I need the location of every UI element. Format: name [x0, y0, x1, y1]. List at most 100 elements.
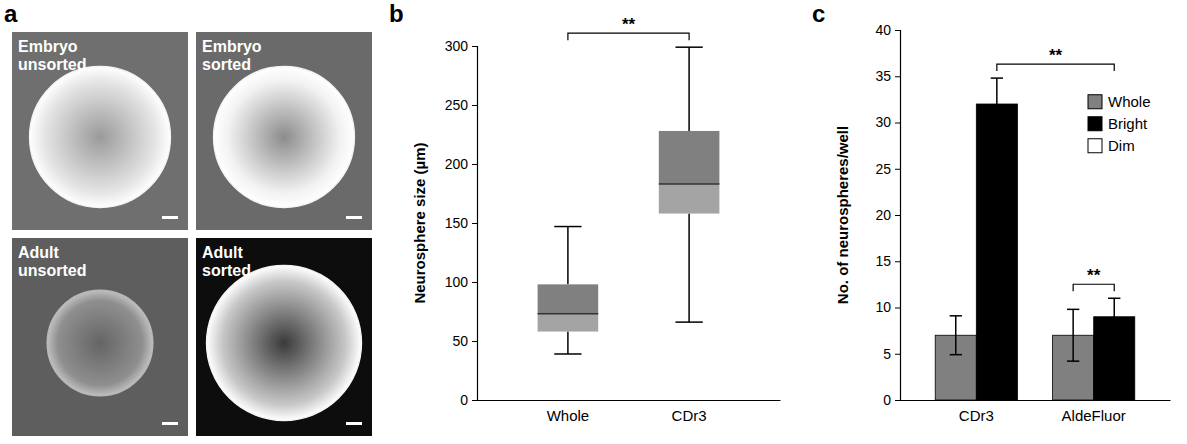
- error-bar: [950, 316, 962, 355]
- y-axis: 0 50 100 150 200 250 300: [445, 38, 478, 408]
- legend-label: Bright: [1108, 115, 1148, 132]
- legend: WholeBrightDim: [1088, 93, 1151, 154]
- box-upper: [538, 284, 599, 314]
- micrograph-background: [12, 238, 188, 436]
- y-tick: 15: [875, 253, 900, 269]
- error-bar-cap: [950, 315, 962, 317]
- y-tick-label: 0: [883, 392, 891, 408]
- y-tick-mark: [895, 123, 900, 124]
- y-tick-mark: [895, 308, 900, 309]
- error-bar-cap: [950, 354, 962, 356]
- y-tick-label: 300: [445, 38, 469, 54]
- x-axis: CDr3 AldeFluor: [901, 401, 1171, 424]
- plot-area: [935, 78, 1135, 400]
- x-tick-label: CDr3: [672, 407, 707, 424]
- box: [659, 47, 720, 322]
- scale-bar: [162, 216, 178, 219]
- box-lower: [538, 314, 599, 332]
- y-tick: 40: [875, 22, 900, 38]
- y-tick-label: 15: [875, 253, 891, 269]
- neurosphere-image: [214, 67, 355, 208]
- y-tick-mark: [472, 105, 477, 106]
- y-tick-mark: [472, 223, 477, 224]
- image-label: Adultunsorted: [18, 244, 86, 279]
- y-tick-label: 25: [875, 161, 891, 177]
- box-panel: 0 50 100 150 200 250 300 Neurosphere size (µm) W…: [411, 15, 781, 423]
- image-label: Embryosorted: [202, 38, 262, 73]
- y-tick-mark: [472, 164, 477, 165]
- y-axis-title: No. of neurospheres/well: [834, 126, 851, 304]
- y-axis-title: Neurosphere size (µm): [411, 142, 428, 303]
- whisker-cap-min: [675, 321, 702, 323]
- whisker-low: [567, 332, 569, 354]
- y-tick-label: 35: [875, 68, 891, 84]
- y-tick-mark: [895, 169, 900, 170]
- error-bar: [991, 78, 1003, 130]
- whisker-cap-max: [554, 226, 581, 228]
- y-axis: 0510152025303540: [875, 22, 900, 408]
- y-tick: 30: [875, 114, 900, 130]
- median-line: [538, 313, 599, 315]
- y-tick-mark: [472, 400, 477, 401]
- box-lower: [659, 184, 720, 214]
- neurosphere-image: [47, 290, 153, 396]
- x-axis-line: [901, 400, 1171, 401]
- y-tick-label: 150: [445, 215, 469, 231]
- y-tick-label: 0: [460, 392, 468, 408]
- y-tick-label: 250: [445, 97, 469, 113]
- significance-label: **: [1087, 266, 1101, 285]
- y-tick: 0: [883, 392, 900, 408]
- y-axis-line: [895, 31, 901, 401]
- annotations: **: [568, 15, 689, 40]
- y-tick: 150: [445, 215, 477, 231]
- legend-swatch: [1088, 117, 1102, 131]
- significance-bracket: [1073, 284, 1114, 291]
- whisker-cap-min: [554, 353, 581, 355]
- y-tick: 10: [875, 299, 900, 315]
- error-bar-stem: [1113, 298, 1115, 335]
- box: [538, 227, 599, 354]
- x-axis-line: [478, 400, 781, 401]
- y-tick: 25: [875, 161, 900, 177]
- error-bar: [1067, 309, 1079, 361]
- y-tick-mark: [895, 215, 900, 216]
- plot-area: [538, 47, 720, 354]
- scale-bar: [162, 422, 178, 425]
- y-tick: 100: [445, 274, 477, 290]
- x-axis: Whole CDr3: [478, 401, 781, 424]
- annotations: ****: [997, 46, 1114, 291]
- micrograph-background: [196, 32, 372, 230]
- micrograph-background: [196, 238, 372, 436]
- error-bar-cap: [1067, 360, 1079, 362]
- y-tick-label: 50: [452, 333, 468, 349]
- whisker-low: [688, 214, 690, 323]
- x-tick: CDr3: [959, 407, 994, 424]
- y-tick-label: 20: [875, 207, 891, 223]
- y-tick-label: 200: [445, 156, 469, 172]
- x-tick-label: AldeFluor: [1062, 407, 1126, 424]
- y-tick: 35: [875, 68, 900, 84]
- y-tick-label: 10: [875, 299, 891, 315]
- legend-label: Dim: [1108, 137, 1135, 154]
- whisker-high: [688, 47, 690, 131]
- bar: [976, 104, 1017, 400]
- y-tick-mark: [895, 354, 900, 355]
- error-bar: [1108, 298, 1120, 335]
- y-tick-mark: [472, 282, 477, 283]
- legend-swatch: [1088, 139, 1102, 153]
- neurosphere-image: [30, 67, 171, 208]
- image-label: Embryounsorted: [18, 38, 86, 73]
- y-tick-label: 100: [445, 274, 469, 290]
- figure: aEmbryounsortedEmbryosortedAdultunsorted…: [0, 0, 1187, 444]
- significance-label: **: [622, 15, 636, 34]
- y-tick: 20: [875, 207, 900, 223]
- scale-bar: [346, 216, 362, 219]
- significance-bracket: [997, 64, 1114, 71]
- scale-bar: [346, 422, 362, 425]
- y-axis-line: [472, 47, 478, 401]
- legend-swatch: [1088, 95, 1102, 109]
- whisker-high: [567, 227, 569, 285]
- y-tick-label: 40: [875, 22, 891, 38]
- error-bar-cap: [1067, 309, 1079, 311]
- x-tick-label: Whole: [547, 407, 590, 424]
